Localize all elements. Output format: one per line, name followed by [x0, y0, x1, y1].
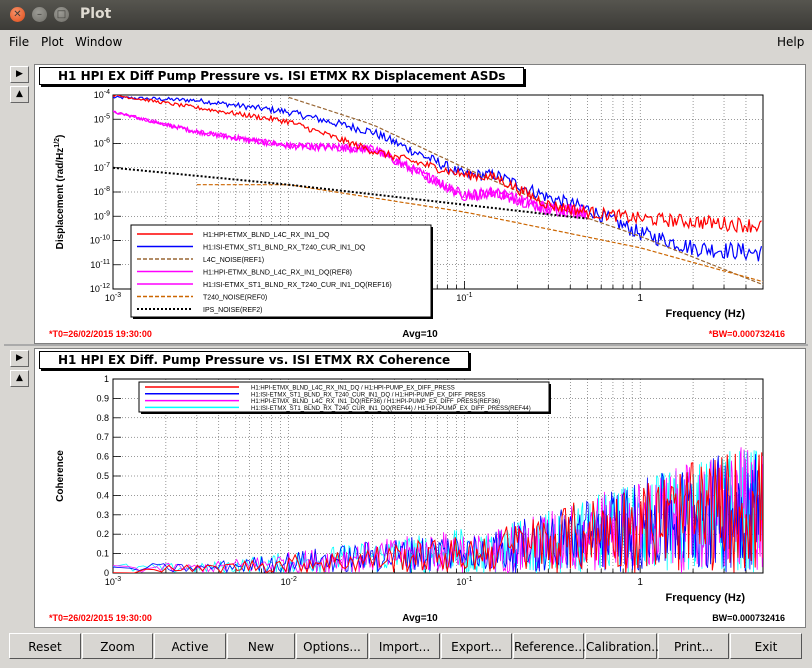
expand-panel-1-button[interactable]: ▶ [10, 66, 29, 83]
reference-button[interactable]: Reference... [513, 633, 586, 659]
y-axis-label: Coherence [55, 450, 66, 502]
menu-file-label: File [9, 35, 30, 49]
import-button[interactable]: Import... [369, 633, 440, 659]
panel-divider[interactable] [4, 344, 808, 346]
legend-label: H1:ISI-ETMX_ST1_BLND_RX_T240_CUR_IN1_DQ [203, 245, 366, 252]
button-bar: Reset Zoom Active New Options... Import... Exp… [0, 630, 812, 668]
asd-plot-title: H1 HPI EX Diff Pump Pressure vs. ISI ETM… [39, 67, 525, 85]
legend-label: H1:HPI-ETMX_BLND_L4C_RX_IN1_DQ [203, 232, 330, 239]
close-window-button[interactable]: ✕ [10, 7, 25, 22]
menu-window[interactable]: Window [75, 35, 122, 49]
asd-series-1 [113, 95, 763, 262]
export-button[interactable]: Export... [441, 633, 512, 659]
y-tick-label: 0.2 [96, 529, 109, 539]
y-tick-label: 10-12 [90, 283, 110, 294]
x-axis-label: Frequency (Hz) [666, 592, 746, 604]
x-tick-label: 1 [637, 577, 643, 588]
legend-label: L4C_NOISE(REF1) [203, 257, 264, 264]
new-button[interactable]: New [227, 633, 295, 659]
y-tick-label: 0.7 [96, 432, 109, 442]
menubar: File Plot Window Help [0, 30, 812, 54]
avg-label: Avg=10 [402, 613, 438, 624]
y-tick-label: 0 [104, 568, 109, 578]
coherence-chart[interactable]: 0 0.1 0.2 0.3 0.4 0.5 0.6 0.7 0.8 0.9 1 10-3 10-2 10-… [35, 349, 805, 627]
menu-file[interactable]: File [9, 35, 29, 49]
x-axis-label: Frequency (Hz) [666, 308, 746, 320]
bw-label: BW=0.000732416 [712, 613, 785, 623]
asd-series-0 [113, 95, 762, 234]
asd-chart[interactable]: 10-1210-1110-1010-910-810-710-610-510-41… [35, 65, 805, 343]
x-tick-label: 10-1 [456, 576, 472, 587]
exit-button[interactable]: Exit [730, 633, 802, 659]
options-button[interactable]: Options... [296, 633, 368, 659]
window-titlebar: ✕ – □ Plot [0, 0, 812, 30]
collapse-panel-1-button[interactable]: ▲ [10, 86, 29, 103]
y-tick-label: 10-5 [94, 113, 110, 124]
legend-label: H1:ISI-ETMX_ST1_BLND_RX_T240_CUR_IN1_DQ … [251, 392, 485, 398]
y-tick-label: 0.9 [96, 393, 109, 403]
y-tick-label: 0.8 [96, 413, 109, 423]
menu-window-label: Window [75, 35, 123, 49]
asd-series-5 [196, 184, 763, 283]
legend-label: H1:ISI-ETMX_ST1_BLND_RX_T240_CUR_IN1_DQ(… [203, 282, 392, 289]
legend-label: H1:HPI-ETMX_BLND_L4C_RX_IN1_DQ(REF8) [203, 270, 352, 277]
x-tick-label: 1 [637, 293, 643, 304]
y-tick-label: 10-8 [94, 186, 110, 197]
coherence-series-0 [113, 452, 763, 573]
t0-label: *T0=26/02/2015 19:30:00 [49, 613, 152, 623]
calibration-button[interactable]: Calibration... [585, 633, 663, 659]
y-tick-label: 10-10 [90, 235, 110, 246]
y-tick-label: 10-7 [94, 162, 110, 173]
asd-series-6 [113, 166, 588, 220]
active-button[interactable]: Active [154, 633, 226, 659]
collapse-panel-2-button[interactable]: ▲ [10, 370, 29, 387]
y-tick-label: 10-9 [94, 210, 110, 221]
y-tick-label: 0.6 [96, 452, 109, 462]
avg-label: Avg=10 [402, 329, 438, 340]
menu-help-label: Help [777, 35, 805, 49]
expand-panel-2-button[interactable]: ▶ [10, 350, 29, 367]
y-tick-label: 0.5 [96, 471, 109, 481]
menu-plot-label: Plot [41, 35, 64, 49]
menu-plot[interactable]: Plot [41, 35, 64, 49]
coherence-plot-panel[interactable]: H1 HPI EX Diff. Pump Pressure vs. ISI ET… [34, 348, 806, 628]
x-tick-label: 10-2 [281, 576, 297, 587]
y-tick-label: 0.1 [96, 549, 109, 559]
coherence-series-2 [113, 447, 763, 573]
y-axis-label: Displacement (rad/Hz1/2) [54, 135, 66, 250]
t0-label: *T0=26/02/2015 19:30:00 [49, 329, 152, 339]
reset-button[interactable]: Reset [9, 633, 81, 659]
x-tick-label: 10-3 [105, 576, 121, 587]
legend-label: IPS_NOISE(REF2) [203, 307, 263, 314]
minimize-window-button[interactable]: – [32, 7, 47, 22]
menu-help[interactable]: Help [777, 35, 804, 49]
asd-series-4 [113, 110, 587, 220]
y-tick-label: 0.3 [96, 510, 109, 520]
legend-label: H1:HPI-ETMX_BLND_L4C_RX_IN1_DQ(REF36) / … [251, 399, 500, 405]
y-tick-label: 0.4 [96, 490, 109, 500]
y-tick-label: 1 [104, 374, 109, 384]
y-tick-label: 10-11 [90, 259, 110, 270]
bw-label: *BW=0.000732416 [709, 329, 785, 339]
asd-plot-panel[interactable]: H1 HPI EX Diff Pump Pressure vs. ISI ETM… [34, 64, 806, 344]
y-tick-label: 10-4 [94, 89, 110, 100]
coherence-plot-title: H1 HPI EX Diff. Pump Pressure vs. ISI ET… [39, 351, 470, 369]
print-button[interactable]: Print... [658, 633, 729, 659]
maximize-window-button[interactable]: □ [54, 7, 69, 22]
zoom-button[interactable]: Zoom [82, 633, 153, 659]
x-tick-label: 10-3 [105, 292, 121, 303]
y-tick-label: 10-6 [94, 138, 110, 149]
window-title: Plot [80, 6, 112, 22]
legend-label: T240_NOISE(REF0) [203, 295, 267, 302]
legend-label: H1:ISI-ETMX_ST1_BLND_RX_T240_CUR_IN1_DQ(… [251, 406, 531, 412]
legend-label: H1:HPI-ETMX_BLND_L4C_RX_IN1_DQ / H1:HPI-… [251, 386, 455, 392]
x-tick-label: 10-1 [456, 292, 472, 303]
